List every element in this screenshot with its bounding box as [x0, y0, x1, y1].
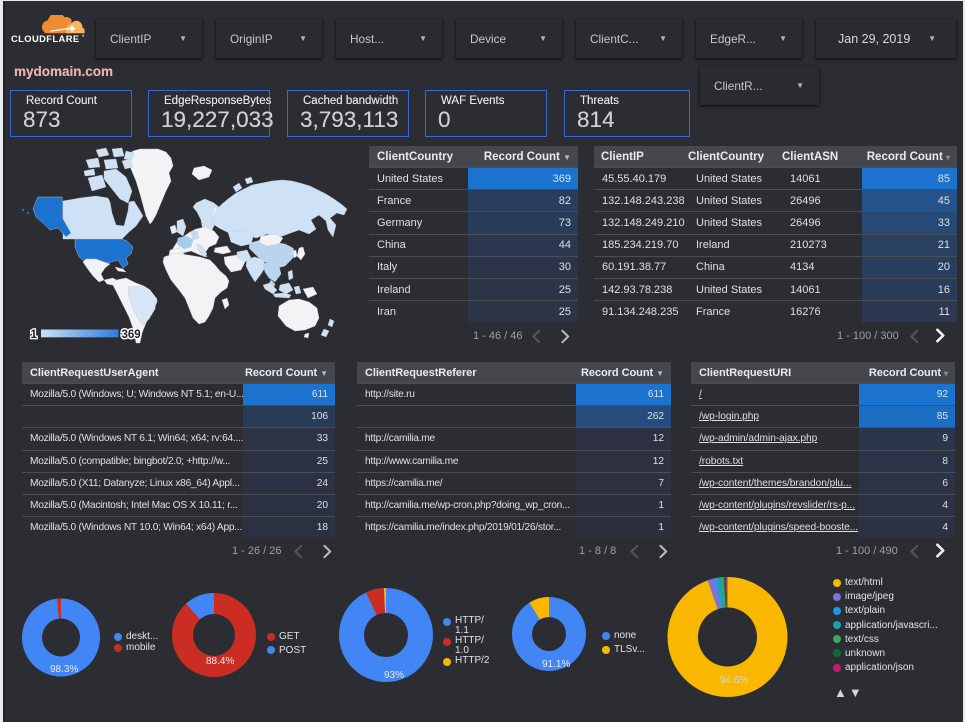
svg-text:369: 369: [122, 329, 141, 341]
svg-text:1: 1: [31, 329, 38, 341]
svg-text:CLOUDFLARE: CLOUDFLARE: [11, 34, 80, 44]
